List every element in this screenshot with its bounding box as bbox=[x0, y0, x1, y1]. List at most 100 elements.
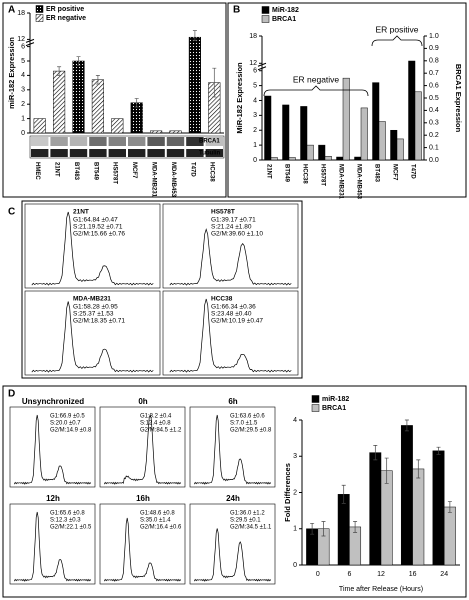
error-bar bbox=[341, 484, 346, 504]
bar bbox=[270, 157, 278, 161]
histogram-frame bbox=[24, 290, 161, 376]
y-axis-label: Fold Differences bbox=[283, 463, 292, 522]
x-tick-label: 24 bbox=[440, 571, 448, 578]
flow-title: HCC38 bbox=[211, 296, 233, 303]
flow-title: 21NT bbox=[73, 209, 89, 216]
blot-label: Tubulin bbox=[199, 151, 221, 157]
blot-band bbox=[128, 149, 146, 157]
legend-label: MiR-182 bbox=[272, 7, 299, 14]
bar bbox=[443, 506, 456, 566]
brace bbox=[263, 85, 369, 97]
y-tick-label: 5 bbox=[253, 82, 257, 89]
flow-stat: G1:58.28 ±0.95 bbox=[73, 304, 118, 311]
flow-title: HS578T bbox=[211, 209, 235, 216]
y2-tick-label: 1.0 bbox=[429, 33, 439, 40]
blot-band bbox=[147, 137, 165, 146]
y-tick-label: 4 bbox=[253, 97, 257, 104]
flow-stat: G2/M:16.4 ±0.6 bbox=[140, 525, 182, 531]
panel-title: 0h bbox=[138, 397, 147, 406]
legend-label: BRCA1 bbox=[272, 16, 296, 23]
flow-stat: G1:66.9 ±0.5 bbox=[50, 414, 85, 420]
y-tick-label: 18 bbox=[17, 10, 25, 17]
bar bbox=[91, 79, 104, 134]
y-tick-label: 0 bbox=[253, 157, 257, 164]
error-bar bbox=[353, 521, 358, 533]
histogram-trace bbox=[31, 211, 154, 286]
flow-stat: G2/M:29.5 ±0.8 bbox=[230, 428, 272, 434]
panel-label: B bbox=[233, 5, 240, 16]
y2-tick-label: 0.3 bbox=[429, 120, 439, 127]
x-tick-label: MDA-MB231 bbox=[151, 162, 157, 198]
bar bbox=[372, 82, 380, 161]
blot-band bbox=[166, 137, 185, 146]
bar bbox=[408, 60, 416, 161]
bar bbox=[396, 138, 404, 161]
legend-swatch bbox=[261, 15, 270, 23]
x-tick-label: MDA-MB231 bbox=[337, 164, 343, 200]
histogram-trace bbox=[31, 301, 154, 373]
annotation: ER positive bbox=[376, 24, 419, 34]
bar bbox=[288, 157, 296, 161]
blot-band bbox=[108, 149, 126, 157]
y2-tick-label: 0.1 bbox=[429, 144, 439, 151]
flow-stat: G1:66.34 ±0.36 bbox=[211, 304, 256, 311]
bar bbox=[188, 36, 201, 134]
y2-tick-label: 0.2 bbox=[429, 132, 439, 139]
y-axis-label: miR-182 Expression bbox=[7, 37, 16, 109]
panel-frame bbox=[2, 385, 467, 598]
y2-tick-label: 0.4 bbox=[429, 107, 439, 114]
x-tick-label: BT549 bbox=[92, 162, 98, 181]
bar bbox=[337, 494, 350, 566]
flow-stat: G2/M:22.1 ±0.5 bbox=[50, 525, 92, 531]
y-tick-label: 3 bbox=[293, 453, 297, 460]
bar bbox=[354, 156, 362, 161]
flow-stat: S:20.0 ±0.7 bbox=[50, 421, 81, 427]
error-bar bbox=[321, 521, 326, 537]
error-bar bbox=[416, 459, 421, 479]
blot-frame bbox=[29, 135, 225, 159]
histogram-trace bbox=[193, 528, 272, 582]
error-bar bbox=[192, 30, 197, 41]
y-tick-label: 5 bbox=[21, 58, 25, 65]
error-bar bbox=[404, 419, 409, 432]
panel-title: 6h bbox=[228, 397, 237, 406]
flow-stat: S:12.3 ±0.3 bbox=[50, 518, 81, 524]
y2-axis-label: BRCA1 Expression bbox=[454, 64, 463, 133]
y-tick-label: 1 bbox=[253, 142, 257, 149]
y-axis-label: MiR-182 Expression bbox=[235, 62, 244, 134]
x-tick-label: MDA-MB453 bbox=[170, 162, 176, 198]
x-tick-label: 12 bbox=[377, 571, 385, 578]
error-bar bbox=[134, 98, 139, 108]
y-tick-label: 2 bbox=[21, 101, 25, 108]
histogram-trace bbox=[169, 298, 292, 373]
flow-stat: G1:63.6 ±0.6 bbox=[230, 414, 265, 420]
flow-stat: G2/M:34.5 ±1.1 bbox=[230, 525, 272, 531]
histogram-trace bbox=[103, 517, 182, 582]
bar bbox=[378, 121, 386, 161]
histogram-frame bbox=[189, 503, 276, 585]
x-tick-label: HMEC bbox=[34, 162, 40, 180]
brace bbox=[371, 35, 423, 47]
histogram-frame bbox=[162, 203, 299, 289]
bar bbox=[342, 77, 350, 161]
flow-stat: G2/M:39.60 ±1.10 bbox=[211, 231, 263, 238]
histogram-frame bbox=[162, 290, 299, 376]
y-tick-label: 0 bbox=[293, 562, 297, 569]
bar bbox=[412, 468, 425, 566]
flow-stat: S:25.37 ±1.53 bbox=[73, 311, 114, 318]
flow-stat: G2/M:14.9 ±0.8 bbox=[50, 428, 92, 434]
bar bbox=[324, 156, 332, 161]
legend-label: miR-182 bbox=[322, 396, 349, 403]
histogram-trace bbox=[13, 511, 92, 582]
bar bbox=[72, 60, 85, 134]
histogram-frame bbox=[9, 406, 96, 488]
x-tick-label: HCC38 bbox=[209, 162, 215, 182]
error-bar bbox=[95, 75, 100, 85]
x-tick-label: 0 bbox=[316, 571, 320, 578]
blot-band bbox=[128, 137, 146, 146]
y2-tick-label: 0.7 bbox=[429, 70, 439, 77]
histogram-frame bbox=[99, 503, 186, 585]
y-tick-label: 4 bbox=[21, 72, 25, 79]
axis-break bbox=[257, 62, 267, 71]
